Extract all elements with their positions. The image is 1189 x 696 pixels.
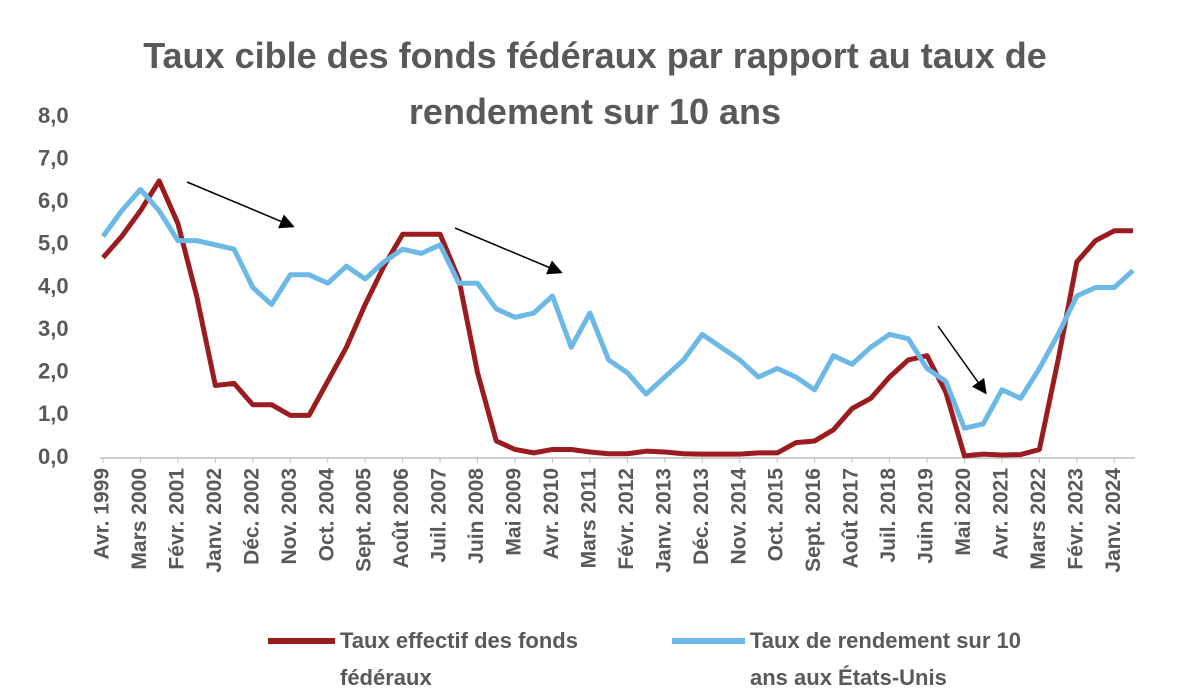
x-tick-label: Août 2017	[840, 468, 863, 568]
y-tick-label: 4,0	[38, 273, 69, 298]
y-tick-label: 0,0	[38, 444, 69, 469]
y-tick-label: 6,0	[38, 188, 69, 213]
x-tick-label: Mai 2020	[952, 468, 975, 556]
y-tick-label: 5,0	[38, 231, 69, 256]
x-tick-label: Janv. 2002	[203, 468, 226, 573]
y-tick-label: 7,0	[38, 145, 69, 170]
x-tick-label: Juil. 2007	[428, 468, 451, 563]
arrow	[454, 227, 563, 275]
line-series	[101, 178, 1133, 459]
legend-label: Taux de rendement sur 10 ans aux États-U…	[750, 628, 1022, 690]
arrow	[937, 325, 987, 395]
y-tick-label: 1,0	[38, 401, 69, 426]
x-tick-label: Avr. 2010	[540, 468, 563, 559]
legend-label: Taux effectif des fonds fédéraux	[340, 628, 578, 690]
x-tick-label: Févr. 2001	[165, 468, 188, 570]
x-tick-label: Juil. 2018	[877, 468, 900, 563]
x-tick-label: Mars 2000	[128, 468, 151, 570]
x-tick-label: Mars 2022	[1027, 468, 1050, 570]
x-tick-label: Nov. 2003	[278, 468, 301, 565]
x-tick-label: Oct. 2004	[315, 468, 338, 562]
x-tick-label: Mars 2011	[577, 468, 600, 569]
y-tick-label: 2,0	[38, 359, 69, 384]
x-tick-label: Avr. 2021	[989, 468, 1012, 560]
x-tick-label: Avr. 1999	[91, 468, 114, 559]
x-tick-label: Févr. 2023	[1064, 468, 1087, 570]
x-tick-label: Oct. 2015	[765, 468, 788, 562]
x-tick-label: Sept. 2005	[353, 468, 376, 572]
x-tick-label: Sept. 2016	[802, 468, 825, 572]
x-tick-label: Juin 2019	[915, 468, 938, 564]
y-tick-label: 8,0	[38, 103, 69, 128]
x-tick-label: Déc. 2002	[240, 468, 263, 565]
x-tick-label: Juin 2008	[465, 468, 488, 564]
x-tick-label: Janv. 2024	[1102, 468, 1125, 573]
line-series	[100, 186, 1135, 431]
arrow	[186, 181, 295, 229]
x-tick-label: Nov. 2014	[727, 468, 750, 565]
x-tick-label: Déc. 2013	[690, 468, 713, 565]
chart-title: Taux cible des fonds fédéraux par rappor…	[143, 35, 1047, 132]
x-tick-label: Janv. 2013	[652, 468, 675, 573]
x-tick-label: Févr. 2012	[615, 468, 638, 570]
x-tick-label: Août 2006	[390, 468, 413, 568]
y-tick-label: 3,0	[38, 316, 69, 341]
x-tick-label: Mai 2009	[503, 468, 526, 556]
